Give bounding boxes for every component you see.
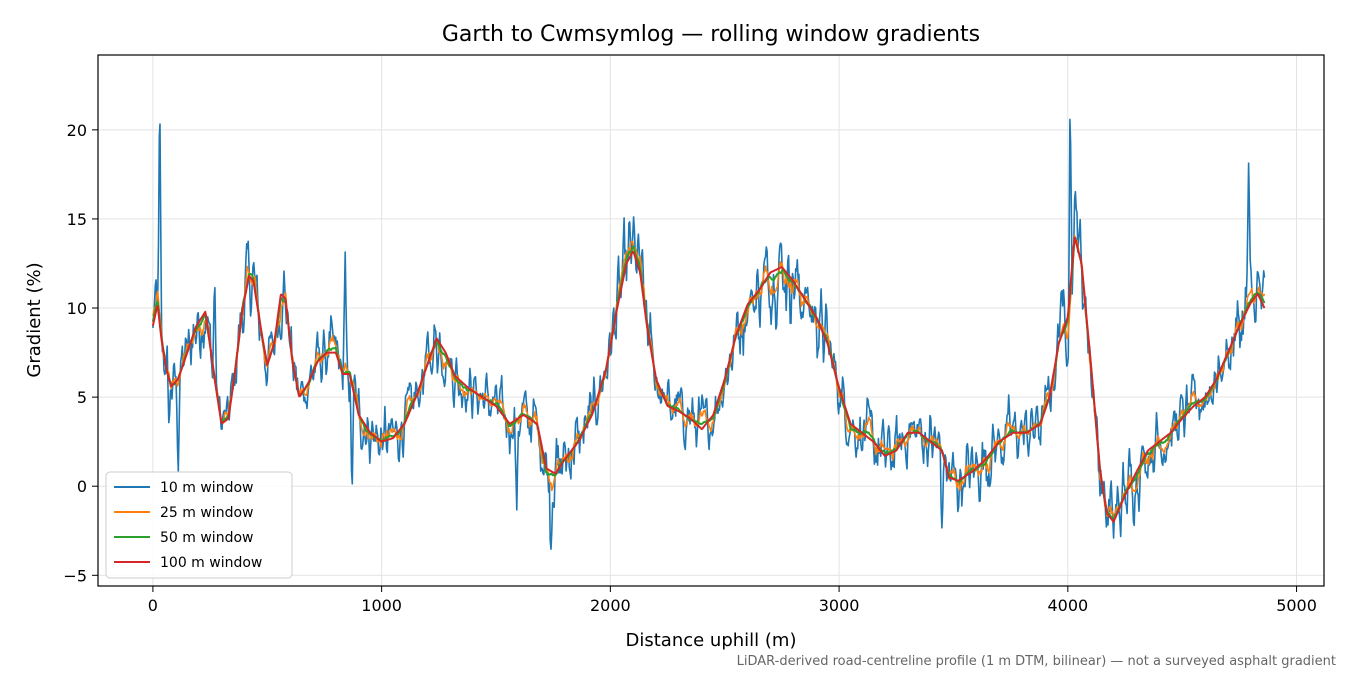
x-tick-label: 1000	[361, 596, 402, 615]
legend-label-10m: 10 m window	[160, 480, 253, 496]
x-tick-label: 2000	[590, 596, 631, 615]
x-tick-label: 5000	[1276, 596, 1317, 615]
plot-frame	[97, 54, 1325, 587]
x-axis-ticks: 0 1000 2000 3000 4000 5000	[148, 586, 1317, 615]
x-axis-label: Distance uphill (m)	[626, 630, 797, 651]
y-axis-ticks: −5 0 5 10 15 20	[63, 121, 98, 585]
y-axis-label: Gradient (%)	[24, 262, 45, 377]
chart-title: Garth to Cwmsymlog — rolling window grad…	[442, 22, 980, 47]
series-layer	[151, 118, 1266, 550]
legend-box	[105, 471, 293, 579]
series-50m-line	[151, 236, 1266, 519]
y-tick-label: 10	[67, 299, 87, 318]
legend-label-25m: 25 m window	[160, 505, 253, 521]
series-25m-line	[152, 234, 1266, 519]
y-tick-label: −5	[63, 566, 87, 585]
y-tick-label: 0	[77, 477, 87, 496]
x-tick-label: 0	[148, 596, 158, 615]
y-tick-label: 20	[67, 121, 87, 140]
legend-label-50m: 50 m window	[160, 530, 253, 546]
x-tick-label: 4000	[1047, 596, 1088, 615]
series-10m-line	[152, 118, 1266, 550]
y-tick-label: 5	[77, 388, 87, 407]
legend-label-100m: 100 m window	[160, 555, 262, 571]
y-tick-label: 15	[67, 210, 87, 229]
footnote: LiDAR-derived road-centreline profile (1…	[737, 654, 1336, 669]
x-tick-label: 3000	[819, 596, 860, 615]
legend: 10 m window 25 m window 50 m window 100 …	[105, 471, 293, 579]
series-100m-line	[151, 236, 1266, 523]
